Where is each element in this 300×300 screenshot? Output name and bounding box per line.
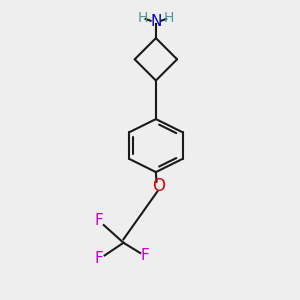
Text: N: N (150, 14, 162, 29)
Text: F: F (94, 213, 103, 228)
Text: H: H (137, 11, 148, 26)
Text: O: O (152, 177, 165, 195)
Text: H: H (164, 11, 174, 26)
Text: F: F (95, 251, 104, 266)
Text: F: F (140, 248, 149, 263)
